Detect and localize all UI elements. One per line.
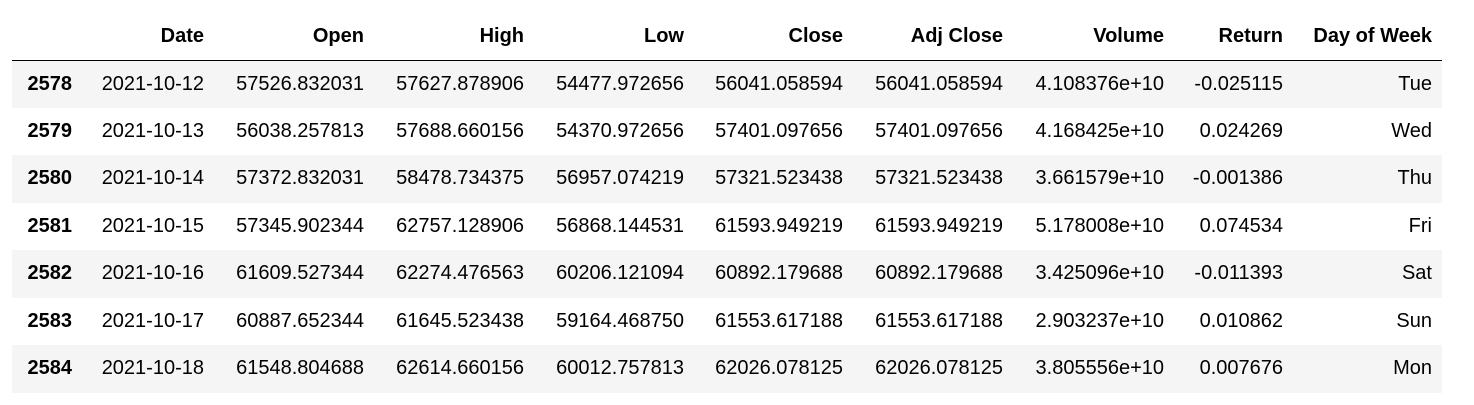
cell-return: 0.074534 — [1199, 214, 1283, 237]
cell-close: 61593.949219 — [715, 214, 843, 237]
header-close: Close — [694, 14, 853, 61]
cell-low: 56868.144531 — [556, 214, 684, 237]
cell-date: 2021-10-13 — [101, 119, 204, 142]
table-row: 2578 2021-10-12 57526.832031 57627.87890… — [12, 60, 1442, 108]
cell-volume: 4.168425e+10 — [1035, 119, 1164, 142]
cell-adj-close: 57321.523438 — [875, 167, 1003, 190]
header-day-of-week: Day of Week — [1293, 14, 1442, 61]
cell-volume: 2.903237e+10 — [1035, 309, 1164, 332]
cell-high: 62757.128906 — [396, 214, 524, 237]
table-row: 2582 2021-10-16 61609.527344 62274.47656… — [12, 250, 1442, 298]
cell-high: 58478.734375 — [396, 167, 524, 190]
row-index: 2580 — [27, 167, 73, 190]
cell-close: 62026.078125 — [715, 357, 843, 380]
table-row: 2581 2021-10-15 57345.902344 62757.12890… — [12, 202, 1442, 250]
cell-low: 60012.757813 — [556, 357, 684, 380]
cell-open: 61548.804688 — [236, 357, 364, 380]
cell-day-of-week: Sat — [1401, 262, 1432, 285]
cell-volume: 4.108376e+10 — [1035, 72, 1164, 95]
dataframe-container: Date Open High Low Close Adj Close Volum… — [12, 14, 1442, 393]
cell-open: 60887.652344 — [236, 309, 364, 332]
cell-low: 60206.121094 — [556, 262, 684, 285]
table-row: 2579 2021-10-13 56038.257813 57688.66015… — [12, 107, 1442, 155]
cell-date: 2021-10-18 — [101, 357, 204, 380]
cell-return: 0.024269 — [1199, 119, 1283, 142]
cell-low: 54370.972656 — [556, 119, 684, 142]
cell-adj-close: 62026.078125 — [875, 357, 1003, 380]
cell-open: 57345.902344 — [236, 214, 364, 237]
header-volume: Volume — [1013, 14, 1174, 61]
cell-close: 61553.617188 — [715, 309, 843, 332]
cell-return: 0.007676 — [1199, 357, 1283, 380]
cell-return: -0.025115 — [1194, 72, 1283, 95]
cell-day-of-week: Wed — [1391, 119, 1432, 142]
cell-close: 60892.179688 — [715, 262, 843, 285]
cell-close: 57401.097656 — [715, 119, 843, 142]
table-row: 2584 2021-10-18 61548.804688 62614.66015… — [12, 345, 1442, 393]
cell-date: 2021-10-17 — [101, 309, 204, 332]
cell-return: -0.011393 — [1194, 262, 1283, 285]
cell-adj-close: 56041.058594 — [875, 72, 1003, 95]
cell-open: 56038.257813 — [236, 119, 364, 142]
row-index: 2582 — [27, 262, 73, 285]
cell-day-of-week: Fri — [1408, 214, 1432, 237]
cell-day-of-week: Sun — [1396, 309, 1432, 332]
cell-high: 62274.476563 — [396, 262, 524, 285]
row-index: 2584 — [27, 357, 73, 380]
cell-adj-close: 61593.949219 — [875, 214, 1003, 237]
cell-date: 2021-10-14 — [101, 167, 204, 190]
header-low: Low — [534, 14, 694, 61]
cell-date: 2021-10-12 — [101, 72, 204, 95]
cell-date: 2021-10-15 — [101, 214, 204, 237]
cell-adj-close: 61553.617188 — [875, 309, 1003, 332]
table-row: 2583 2021-10-17 60887.652344 61645.52343… — [12, 297, 1442, 345]
header-high: High — [374, 14, 534, 61]
cell-close: 57321.523438 — [715, 167, 843, 190]
dataframe-table: Date Open High Low Close Adj Close Volum… — [12, 14, 1442, 393]
cell-volume: 3.805556e+10 — [1035, 357, 1164, 380]
cell-open: 57526.832031 — [236, 72, 364, 95]
cell-return: -0.001386 — [1192, 167, 1283, 190]
cell-high: 57688.660156 — [396, 119, 524, 142]
cell-volume: 5.178008e+10 — [1035, 214, 1164, 237]
cell-day-of-week: Tue — [1398, 72, 1432, 95]
row-index: 2579 — [27, 119, 73, 142]
cell-day-of-week: Thu — [1397, 167, 1432, 190]
cell-low: 59164.468750 — [556, 309, 684, 332]
cell-high: 61645.523438 — [396, 309, 524, 332]
cell-open: 57372.832031 — [236, 167, 364, 190]
table-row: 2580 2021-10-14 57372.832031 58478.73437… — [12, 155, 1442, 203]
header-return: Return — [1174, 14, 1293, 61]
cell-day-of-week: Mon — [1393, 357, 1432, 380]
header-open: Open — [214, 14, 374, 61]
cell-adj-close: 60892.179688 — [875, 262, 1003, 285]
header-index — [12, 14, 82, 61]
cell-low: 56957.074219 — [556, 167, 684, 190]
header-date: Date — [82, 14, 214, 61]
header-adj-close: Adj Close — [853, 14, 1013, 61]
cell-low: 54477.972656 — [556, 72, 684, 95]
header-row: Date Open High Low Close Adj Close Volum… — [12, 14, 1442, 61]
row-index: 2578 — [27, 72, 73, 95]
row-index: 2581 — [27, 214, 73, 237]
cell-date: 2021-10-16 — [101, 262, 204, 285]
cell-volume: 3.425096e+10 — [1035, 262, 1164, 285]
cell-adj-close: 57401.097656 — [875, 119, 1003, 142]
cell-volume: 3.661579e+10 — [1035, 167, 1164, 190]
cell-open: 61609.527344 — [236, 262, 364, 285]
cell-high: 62614.660156 — [396, 357, 524, 380]
cell-close: 56041.058594 — [715, 72, 843, 95]
row-index: 2583 — [27, 309, 73, 332]
cell-high: 57627.878906 — [396, 72, 524, 95]
cell-return: 0.010862 — [1199, 309, 1283, 332]
